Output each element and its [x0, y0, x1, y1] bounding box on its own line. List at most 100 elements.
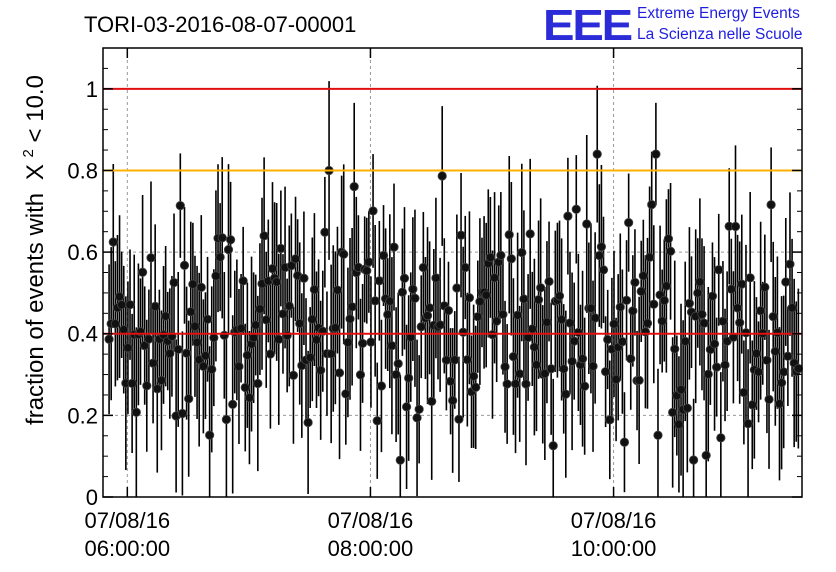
data-point — [320, 227, 330, 237]
data-point — [181, 348, 192, 358]
data-point — [659, 295, 669, 306]
data-point — [617, 337, 627, 347]
data-point — [473, 312, 483, 322]
data-point — [515, 369, 525, 379]
data-point — [368, 206, 378, 216]
data-point — [267, 263, 278, 274]
data-point — [456, 230, 466, 240]
data-point — [272, 277, 282, 287]
data-point — [334, 368, 345, 378]
data-point — [663, 234, 674, 244]
data-point — [410, 293, 420, 303]
x-tick-label-date: 07/08/16 — [84, 508, 170, 533]
data-point — [668, 407, 678, 418]
data-point — [326, 349, 336, 359]
data-point — [108, 237, 118, 247]
data-point — [259, 231, 269, 241]
data-point — [366, 337, 376, 347]
data-point — [498, 309, 508, 319]
data-point — [645, 252, 655, 262]
data-point — [680, 336, 690, 346]
data-point — [605, 415, 615, 425]
data-point — [114, 292, 125, 302]
data-point — [217, 233, 227, 243]
data-point — [624, 218, 634, 228]
data-point — [450, 355, 460, 365]
data-point — [533, 295, 544, 305]
data-point — [596, 242, 607, 252]
data-point — [561, 389, 571, 399]
data-point — [695, 277, 705, 287]
data-point — [783, 351, 793, 361]
data-point — [598, 265, 609, 275]
data-point — [779, 367, 789, 377]
data-point — [521, 379, 531, 389]
data-point — [542, 317, 552, 327]
data-point — [519, 294, 529, 304]
data-point — [205, 430, 215, 440]
data-point — [586, 303, 596, 313]
data-point — [221, 414, 232, 425]
data-point — [766, 200, 776, 210]
data-point — [110, 319, 120, 329]
data-point — [517, 247, 527, 258]
data-point — [665, 246, 676, 256]
data-point — [464, 293, 475, 303]
data-point — [284, 301, 294, 311]
data-point — [330, 323, 340, 333]
data-point — [601, 367, 611, 377]
data-point — [357, 338, 368, 349]
data-point — [288, 370, 299, 380]
data-point — [412, 413, 422, 423]
data-point — [192, 337, 202, 348]
data-point — [481, 290, 491, 300]
data-point — [282, 330, 292, 341]
y-tick-label: 0.8 — [67, 158, 98, 183]
data-point — [546, 364, 556, 374]
data-point — [770, 346, 780, 357]
data-point — [140, 340, 150, 351]
data-point — [441, 355, 451, 365]
data-point — [471, 382, 481, 392]
data-point — [339, 249, 349, 259]
data-point — [621, 295, 632, 305]
data-point — [389, 242, 399, 252]
data-point — [202, 314, 213, 324]
data-point — [785, 259, 795, 269]
data-point — [416, 322, 426, 332]
data-point — [414, 404, 424, 414]
data-point — [588, 361, 598, 371]
data-point — [630, 277, 640, 288]
data-point — [265, 349, 275, 359]
y-axis-label-superscript: 2 — [20, 149, 37, 157]
y-tick-label: 0 — [86, 485, 98, 510]
y-axis-label-suffix: < 10.0 — [22, 75, 49, 142]
data-point — [186, 307, 196, 317]
data-point — [548, 441, 558, 451]
data-point — [628, 306, 638, 316]
y-tick-label: 1 — [86, 77, 98, 102]
data-point — [309, 284, 319, 295]
data-point — [611, 374, 621, 385]
data-point — [184, 394, 194, 404]
data-point — [674, 419, 684, 429]
data-point — [653, 430, 663, 440]
data-point — [559, 364, 569, 374]
data-point — [278, 309, 288, 319]
data-point — [427, 396, 437, 406]
data-point — [299, 273, 309, 283]
data-point — [395, 455, 405, 465]
data-point — [682, 403, 692, 413]
data-point — [536, 283, 546, 293]
data-point — [458, 327, 468, 337]
data-point — [626, 354, 636, 364]
data-point — [638, 271, 648, 281]
data-point — [684, 298, 695, 309]
data-point — [689, 455, 699, 465]
data-point — [307, 314, 317, 324]
data-point — [401, 402, 412, 412]
data-point — [485, 252, 495, 263]
data-point — [506, 254, 516, 264]
x-tick-label-time: 06:00:00 — [84, 536, 170, 561]
data-point — [615, 302, 625, 312]
